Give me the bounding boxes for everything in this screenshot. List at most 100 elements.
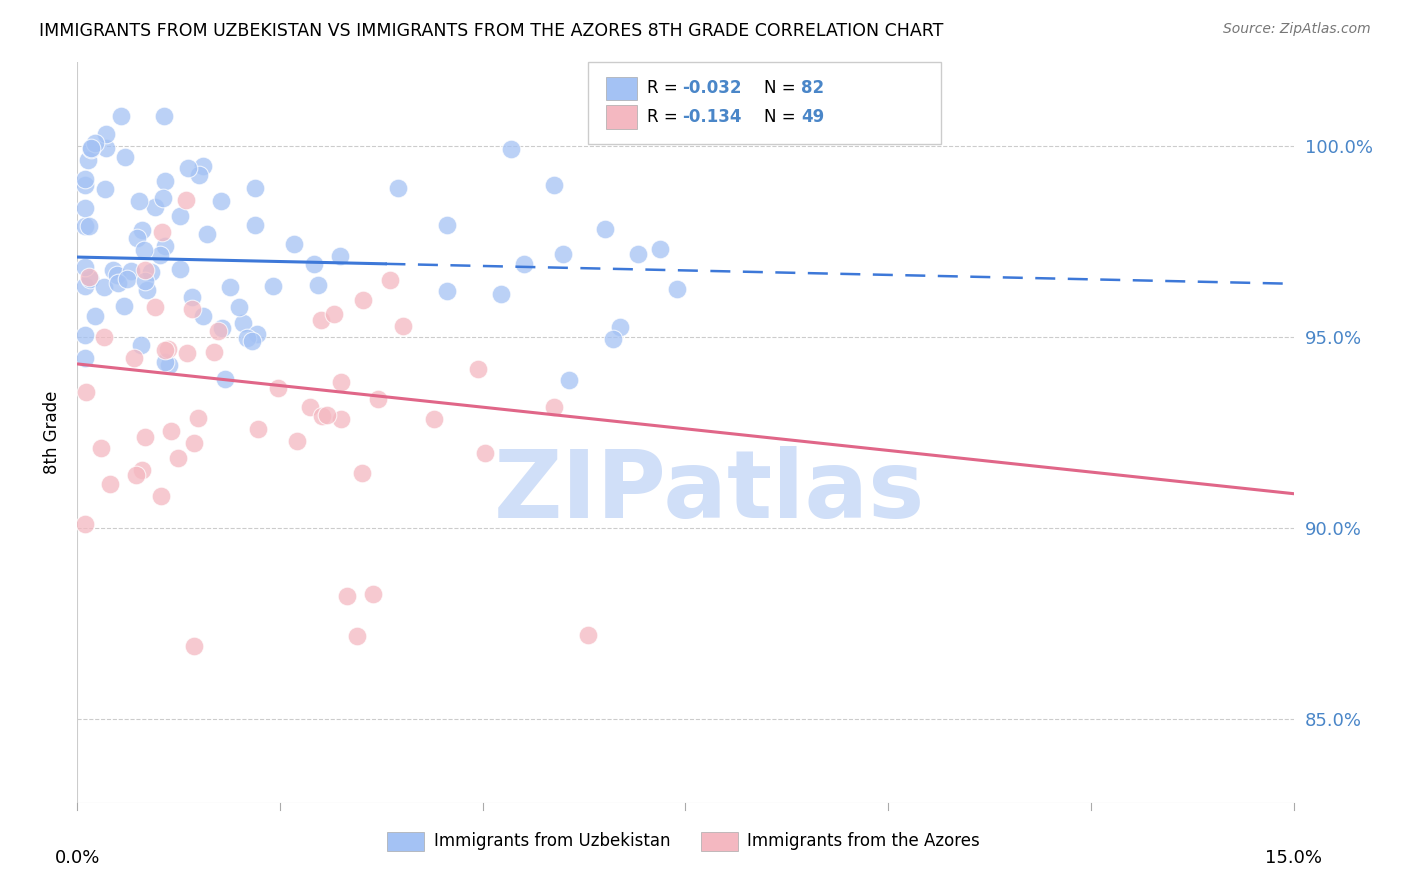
Point bbox=[191, 159, 214, 173]
Point bbox=[75, 219, 97, 234]
Point bbox=[83, 309, 105, 323]
Point bbox=[107, 268, 129, 283]
Point bbox=[299, 400, 322, 414]
Point bbox=[193, 309, 215, 323]
Point bbox=[187, 411, 209, 425]
Point bbox=[195, 227, 218, 241]
Point bbox=[609, 320, 631, 334]
Point bbox=[75, 178, 97, 192]
Point bbox=[75, 351, 97, 365]
Point bbox=[423, 412, 446, 426]
Point bbox=[387, 180, 409, 194]
Point bbox=[169, 262, 191, 277]
Text: -0.134: -0.134 bbox=[682, 108, 741, 127]
Point bbox=[180, 290, 202, 304]
Point bbox=[176, 161, 198, 176]
Point bbox=[219, 280, 242, 294]
Point bbox=[112, 299, 135, 313]
Text: R =: R = bbox=[647, 79, 682, 97]
Point bbox=[174, 193, 197, 207]
Point bbox=[183, 436, 205, 450]
Point bbox=[153, 109, 176, 123]
Point bbox=[135, 283, 157, 297]
Point bbox=[90, 442, 112, 456]
Point bbox=[143, 200, 166, 214]
Text: Immigrants from the Azores: Immigrants from the Azores bbox=[748, 832, 980, 850]
Point bbox=[94, 182, 117, 196]
Text: 82: 82 bbox=[801, 79, 824, 97]
Point bbox=[336, 590, 359, 604]
Point bbox=[79, 272, 101, 286]
Bar bbox=[702, 832, 738, 851]
Point bbox=[122, 351, 145, 365]
Point bbox=[232, 317, 254, 331]
Point bbox=[302, 257, 325, 271]
Point bbox=[543, 178, 565, 192]
Point bbox=[322, 306, 344, 320]
Point bbox=[149, 489, 172, 503]
Point bbox=[84, 136, 107, 150]
Point bbox=[209, 194, 232, 208]
Point bbox=[94, 141, 117, 155]
Point bbox=[243, 181, 266, 195]
Point bbox=[131, 463, 153, 477]
Point bbox=[627, 246, 650, 260]
Point bbox=[576, 628, 599, 642]
Point bbox=[103, 263, 125, 277]
FancyBboxPatch shape bbox=[588, 62, 941, 144]
Point bbox=[150, 225, 173, 239]
Text: -0.032: -0.032 bbox=[682, 79, 741, 97]
Point bbox=[311, 409, 333, 424]
Point bbox=[75, 172, 97, 186]
Point bbox=[128, 194, 150, 208]
Point bbox=[392, 318, 415, 333]
Point bbox=[149, 248, 172, 262]
Point bbox=[77, 270, 100, 285]
Point bbox=[77, 219, 100, 234]
Point bbox=[246, 422, 269, 436]
Point bbox=[76, 153, 98, 167]
Point bbox=[153, 343, 176, 358]
Point bbox=[153, 174, 176, 188]
Y-axis label: 8th Grade: 8th Grade bbox=[44, 391, 62, 475]
Point bbox=[94, 127, 117, 141]
Point bbox=[513, 257, 536, 271]
Point bbox=[361, 587, 384, 601]
Text: 49: 49 bbox=[801, 108, 824, 127]
Text: IMMIGRANTS FROM UZBEKISTAN VS IMMIGRANTS FROM THE AZORES 8TH GRADE CORRELATION C: IMMIGRANTS FROM UZBEKISTAN VS IMMIGRANTS… bbox=[39, 22, 943, 40]
Point bbox=[153, 238, 176, 252]
Point bbox=[240, 334, 263, 349]
Point bbox=[436, 218, 458, 232]
Point bbox=[107, 276, 129, 290]
Point bbox=[167, 450, 190, 465]
Point bbox=[134, 275, 156, 289]
Point bbox=[436, 284, 458, 298]
Point bbox=[246, 326, 269, 341]
Point bbox=[143, 300, 166, 314]
Point bbox=[262, 278, 284, 293]
Point bbox=[114, 150, 136, 164]
Point bbox=[129, 338, 152, 352]
Point bbox=[176, 346, 198, 360]
Point bbox=[75, 278, 97, 293]
Point bbox=[75, 202, 97, 216]
Point bbox=[75, 516, 97, 531]
Point bbox=[543, 400, 565, 414]
Point bbox=[467, 362, 489, 376]
Point bbox=[152, 191, 174, 205]
Text: R =: R = bbox=[647, 108, 682, 127]
Point bbox=[243, 219, 266, 233]
Point bbox=[352, 293, 374, 307]
Point bbox=[79, 141, 101, 155]
Point bbox=[665, 283, 688, 297]
Point bbox=[329, 412, 352, 426]
Point bbox=[188, 169, 211, 183]
Point bbox=[125, 231, 148, 245]
Bar bbox=[606, 77, 637, 100]
Point bbox=[98, 476, 121, 491]
Bar bbox=[606, 105, 637, 129]
Text: ZIPatlas: ZIPatlas bbox=[494, 446, 925, 538]
Point bbox=[367, 392, 389, 406]
Point bbox=[120, 263, 142, 277]
Point bbox=[115, 272, 138, 286]
